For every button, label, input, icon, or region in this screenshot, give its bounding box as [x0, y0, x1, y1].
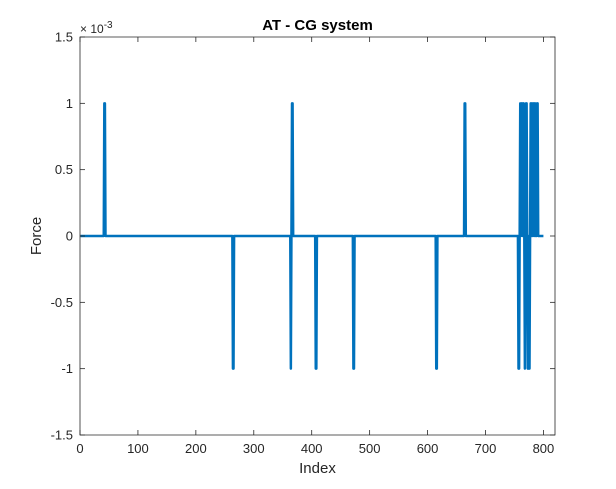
- x-tick-label: 800: [533, 441, 555, 456]
- x-tick-label: 600: [417, 441, 439, 456]
- x-axis: 0 100 200 300 400 500 600 700 800: [76, 37, 554, 456]
- y-axis-exponent-base: × 10: [80, 22, 104, 36]
- y-tick-label: 0.5: [55, 162, 73, 177]
- y-tick-label: -0.5: [51, 295, 73, 310]
- y-tick-label: 0: [66, 229, 73, 244]
- x-tick-label: 400: [301, 441, 323, 456]
- data-layer: [80, 102, 545, 370]
- y-axis-exponent: × 10-3: [80, 20, 113, 36]
- y-tick-label: 1: [66, 96, 73, 111]
- chart-title: AT - CG system: [262, 17, 373, 34]
- y-axis-exponent-power: -3: [104, 20, 113, 31]
- x-axis-label: Index: [299, 460, 336, 477]
- x-tick-label: 200: [185, 441, 207, 456]
- x-tick-label: 300: [243, 441, 265, 456]
- x-tick-label: 100: [127, 441, 149, 456]
- y-tick-label: -1.5: [51, 428, 73, 443]
- x-tick-label: 500: [359, 441, 381, 456]
- y-tick-label: -1: [61, 361, 73, 376]
- x-tick-label: 700: [475, 441, 497, 456]
- series-line-0: [80, 102, 545, 370]
- y-axis: -1.5 -1 -0.5 0 0.5 1 1.5: [51, 30, 555, 443]
- y-axis-label: Force: [28, 217, 45, 255]
- x-tick-label: 0: [76, 441, 83, 456]
- y-tick-label: 1.5: [55, 30, 73, 45]
